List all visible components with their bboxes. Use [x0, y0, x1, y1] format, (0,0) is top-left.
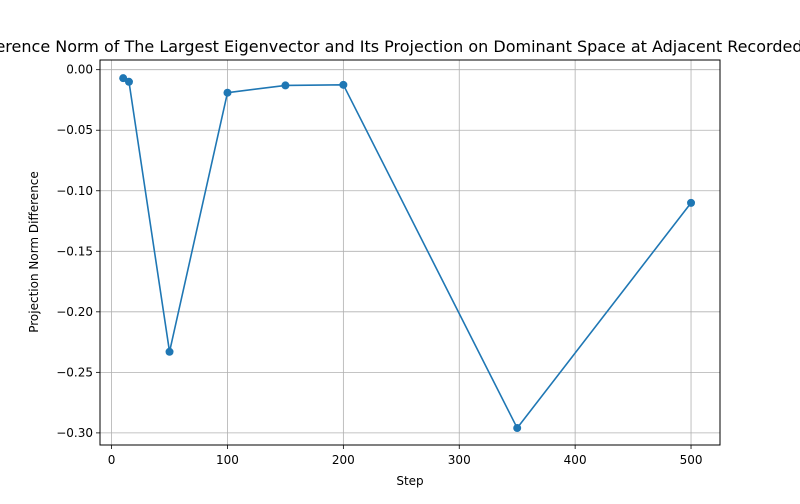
data-point: [687, 198, 696, 207]
x-tick-label: 200: [332, 453, 355, 467]
data-point: [119, 74, 128, 83]
y-tick-label: −0.05: [56, 123, 93, 137]
y-tick-label: −0.10: [56, 184, 93, 198]
x-axis-label: Step: [396, 474, 423, 488]
data-point: [339, 80, 348, 89]
plot-frame: [99, 59, 721, 446]
y-tick-label: −0.15: [56, 244, 93, 258]
x-axis: 0 100 200 300 400 500: [108, 445, 703, 467]
data-point: [223, 88, 232, 97]
series-layer: [119, 74, 696, 433]
x-tick-label: 300: [448, 453, 471, 467]
y-tick-label: −0.20: [56, 305, 93, 319]
data-point: [513, 424, 522, 433]
y-tick-label: −0.25: [56, 365, 93, 379]
grid: [100, 60, 720, 445]
series-line: [122, 77, 692, 429]
x-tick-label: 0: [108, 453, 116, 467]
data-point: [281, 81, 290, 90]
data-point: [124, 77, 133, 86]
y-axis-label: Projection Norm Difference: [27, 171, 41, 333]
x-tick-label: 100: [216, 453, 239, 467]
y-axis: 0.00 −0.05 −0.10 −0.15 −0.20 −0.25 −0.30: [56, 63, 100, 440]
x-tick-label: 400: [564, 453, 587, 467]
x-tick-label: 500: [680, 453, 703, 467]
y-tick-label: −0.30: [56, 426, 93, 440]
y-tick-label: 0.00: [66, 63, 93, 77]
chart-title: Difference Norm of The Largest Eigenvect…: [0, 37, 800, 56]
data-point: [165, 347, 174, 356]
